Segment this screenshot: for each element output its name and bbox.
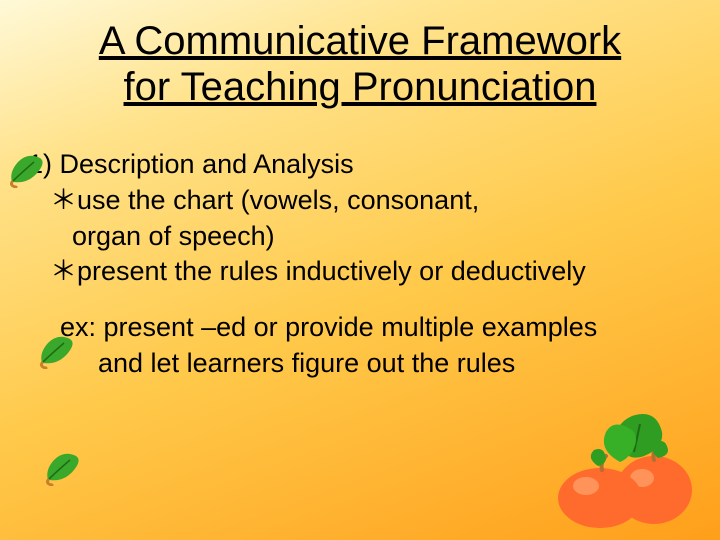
title-line-2: for Teaching Pronunciation: [124, 65, 597, 109]
slide-body: 1) Description and Analysis ＊use the cha…: [28, 148, 700, 383]
item-heading: 1) Description and Analysis: [28, 148, 700, 182]
ex-line2: and let learners figure out the rules: [28, 347, 700, 381]
leaf-icon: [42, 450, 86, 486]
tangerine-decor: [536, 410, 706, 530]
point2-line1: ＊present the rules inductively or deduct…: [28, 255, 700, 289]
slide: A Communicative Framework for Teaching P…: [0, 0, 720, 540]
example-block: ex: present –ed or provide multiple exam…: [28, 311, 700, 381]
title-line-1: A Communicative Framework: [99, 19, 621, 63]
slide-title: A Communicative Framework for Teaching P…: [0, 18, 720, 110]
point1-line2: organ of speech): [28, 220, 700, 254]
ex-line1: ex: present –ed or provide multiple exam…: [28, 311, 700, 345]
point1-line1: ＊use the chart (vowels, consonant,: [28, 184, 700, 218]
